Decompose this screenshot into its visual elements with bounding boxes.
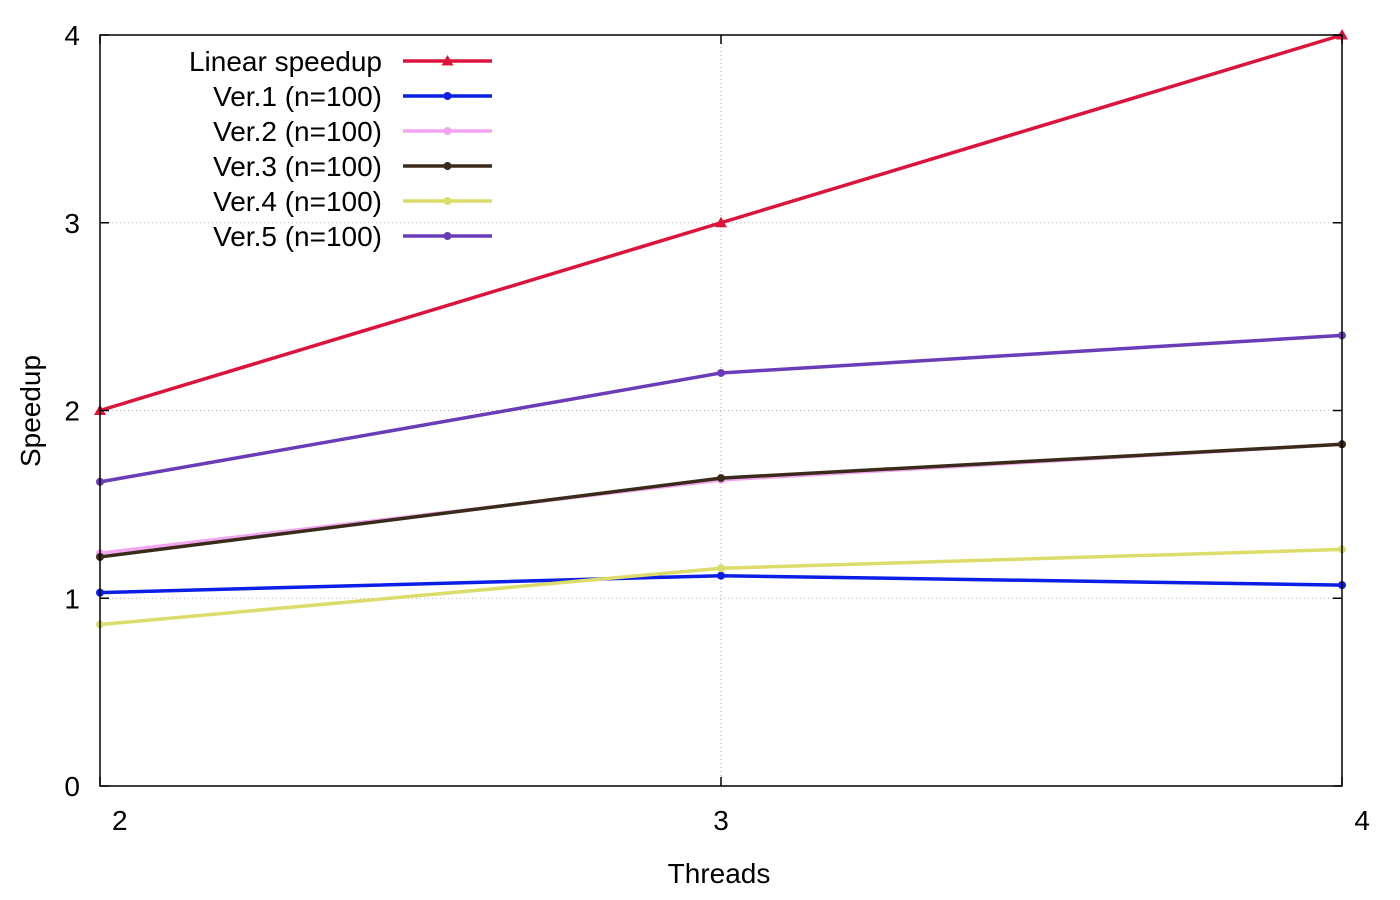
y-axis-label: Speedup bbox=[15, 355, 46, 467]
legend-label: Ver.3 (n=100) bbox=[213, 151, 382, 182]
series-line bbox=[99, 442, 1343, 555]
legend-marker bbox=[443, 127, 452, 135]
series-line bbox=[99, 442, 1343, 559]
data-point bbox=[717, 474, 725, 483]
legend-marker bbox=[443, 162, 452, 170]
legend-marker bbox=[441, 55, 454, 66]
x-tick-label: 3 bbox=[713, 805, 729, 836]
x-tick-label: 4 bbox=[1354, 805, 1370, 836]
legend-label: Ver.1 (n=100) bbox=[213, 81, 382, 112]
legend-label: Ver.4 (n=100) bbox=[213, 186, 382, 217]
legend-entry: Linear speedup bbox=[189, 46, 492, 77]
data-point bbox=[717, 571, 725, 580]
legend-marker bbox=[443, 92, 452, 100]
y-tick-label: 2 bbox=[64, 396, 80, 427]
legend-label: Ver.2 (n=100) bbox=[213, 116, 382, 147]
legend-entry: Ver.1 (n=100) bbox=[213, 81, 492, 112]
legend: Linear speedup Ver.1 (n=100) Ver.2 (n=100)… bbox=[189, 46, 492, 252]
y-tick-label: 3 bbox=[64, 208, 80, 239]
legend-entry: Ver.3 (n=100) bbox=[213, 151, 492, 182]
legend-label: Ver.5 (n=100) bbox=[213, 221, 382, 252]
x-axis-label: Threads bbox=[668, 858, 771, 889]
legend-entry: Ver.5 (n=100) bbox=[213, 221, 492, 252]
data-point bbox=[717, 368, 725, 377]
legend-entry: Ver.2 (n=100) bbox=[213, 116, 492, 147]
y-tick-label: 4 bbox=[64, 20, 80, 51]
x-tick-label: 2 bbox=[112, 805, 128, 836]
axis-ticks: 0 1 2 3 4 2 3 4 bbox=[64, 20, 1370, 836]
y-tick-label: 1 bbox=[64, 583, 80, 614]
y-tick-label: 0 bbox=[64, 771, 80, 802]
series-2 bbox=[96, 571, 1346, 597]
data-point bbox=[715, 216, 727, 228]
series-4 bbox=[96, 440, 1346, 561]
legend-entry: Ver.4 (n=100) bbox=[213, 186, 492, 217]
legend-marker bbox=[443, 197, 452, 205]
data-point bbox=[717, 564, 725, 573]
grid-lines bbox=[100, 35, 1342, 786]
series-lines bbox=[94, 29, 1348, 629]
legend-marker bbox=[443, 232, 452, 240]
legend-label: Linear speedup bbox=[189, 46, 382, 77]
